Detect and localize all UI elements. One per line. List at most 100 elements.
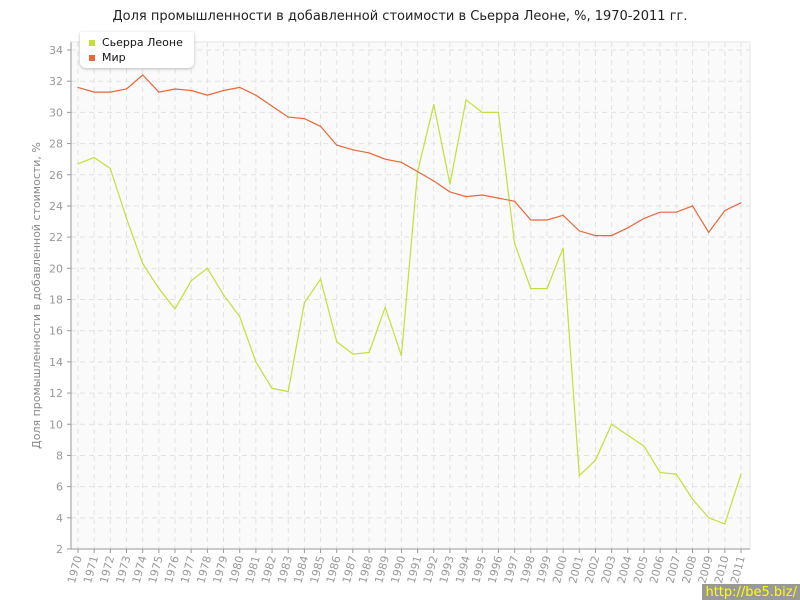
data-point [578,230,580,232]
data-point [206,94,208,96]
data-point [481,111,483,113]
data-point [222,89,225,92]
data-point [142,263,144,265]
y-tick-label: 8 [56,449,63,462]
data-point [174,308,176,310]
data-point [239,316,241,318]
data-point [675,211,677,213]
data-point [724,210,726,212]
data-point [93,91,95,93]
data-point [142,74,144,76]
y-tick-label: 30 [49,106,63,119]
y-tick-label: 14 [49,356,63,369]
data-point [449,191,451,193]
data-point [546,219,548,221]
data-point [530,287,532,290]
data-point [643,217,645,220]
data-point [255,361,257,363]
data-point [627,434,629,436]
data-point [416,171,419,173]
legend-swatch [89,54,95,61]
data-point [158,91,160,93]
data-point [433,103,435,106]
data-point [627,227,629,229]
series-line-world [77,74,742,237]
y-tick-label: 32 [49,75,63,88]
data-point [724,523,726,525]
data-point [708,231,710,234]
data-point [336,144,338,146]
legend-label: Сьерра Леоне [102,36,183,49]
data-point [319,125,322,128]
data-point [530,219,532,221]
watermark[interactable]: http://be5.biz/ [702,584,800,600]
data-point [222,294,225,296]
data-point [109,91,111,93]
data-point [384,158,386,160]
data-point [659,471,661,474]
legend: Сьерра Леоне Мир [80,32,194,68]
y-tick-label: 24 [49,200,63,213]
data-point [611,423,613,425]
y-tick-label: 22 [49,231,63,244]
data-point [190,89,192,92]
data-point [497,197,500,199]
data-point [255,94,257,96]
data-point [578,475,580,477]
y-tick-label: 10 [49,418,63,431]
data-point [643,445,645,447]
data-point [239,86,241,89]
data-point [336,341,338,343]
y-tick-label: 34 [49,44,63,57]
y-tick-label: 4 [56,512,63,525]
data-point [497,111,500,113]
data-point [174,88,176,90]
data-point [708,517,710,519]
y-axis-label: Доля промышленности в добавленной стоимо… [30,142,43,449]
y-tick-label: 6 [56,481,63,494]
data-point [562,247,564,249]
data-point [190,280,192,282]
y-tick-label: 28 [49,138,63,151]
data-point [158,287,160,290]
data-point [368,351,370,354]
legend-label: Мир [102,51,126,64]
data-point [691,205,694,207]
data-point [465,99,467,101]
data-point [368,152,370,154]
legend-item-world[interactable]: Мир [89,51,126,64]
data-point [125,88,128,90]
data-point [319,278,322,280]
data-point [611,234,613,237]
data-point [465,195,467,198]
data-point [449,183,451,185]
y-tick-label: 26 [49,169,63,182]
legend-item-sierra-leone[interactable]: Сьерра Леоне [89,36,183,49]
data-point [287,116,289,118]
plot-area [70,41,751,550]
data-point [303,118,305,120]
data-point [691,498,694,500]
data-point [77,163,79,165]
data-point [77,86,79,89]
legend-swatch [89,39,95,46]
data-point [562,214,564,216]
data-point [271,105,273,107]
y-tick-label: 18 [49,294,63,307]
data-point [384,306,386,308]
data-point [594,234,597,237]
data-point [93,156,95,159]
data-point [675,473,677,475]
chart-title: Доля промышленности в добавленной стоимо… [112,9,688,24]
data-point [481,194,483,196]
data-point [546,287,548,290]
data-point [271,387,273,389]
data-point [352,353,354,355]
data-point [514,242,516,244]
data-point [514,200,516,202]
data-point [206,267,208,269]
data-point [659,211,661,213]
y-tick-label: 16 [49,325,63,338]
